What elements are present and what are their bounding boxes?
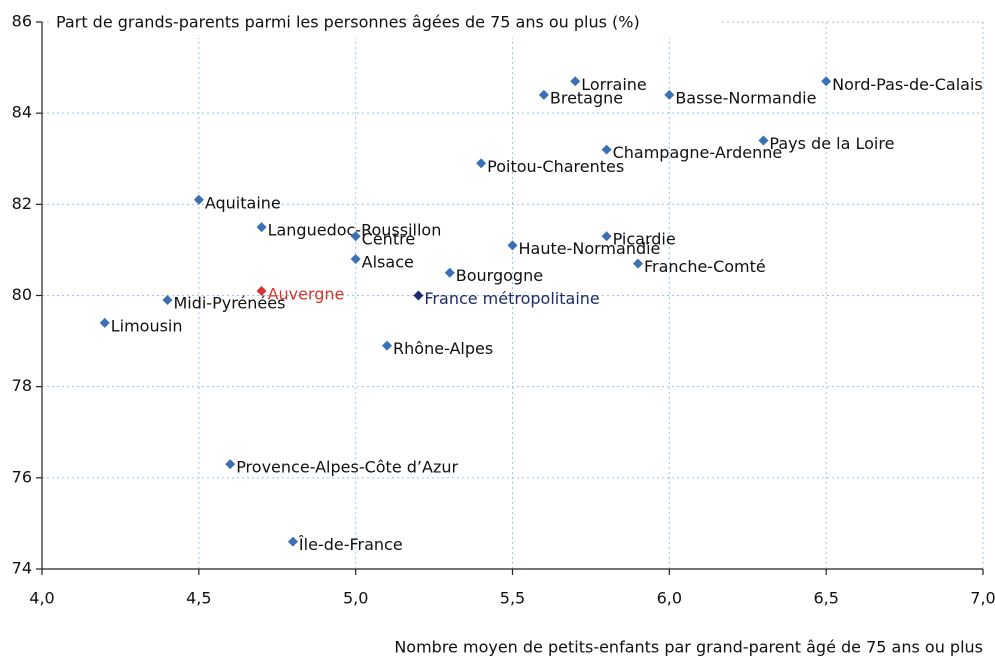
x-tick-label: 4,0 bbox=[29, 589, 54, 608]
point bbox=[476, 158, 487, 169]
point-label: Poitou-Charentes bbox=[487, 157, 624, 176]
point-label: Midi-Pyrénées bbox=[173, 294, 285, 313]
x-tick-label: 4,5 bbox=[186, 589, 211, 608]
x-tick-label: 5,5 bbox=[500, 589, 525, 608]
x-tick-label: 7,0 bbox=[970, 589, 995, 608]
point-label: Franche-Comté bbox=[644, 257, 766, 276]
point-label: Picardie bbox=[613, 230, 676, 249]
point-label: France métropolitaine bbox=[424, 289, 599, 308]
point-label: Bourgogne bbox=[456, 266, 543, 285]
y-tick-label: 78 bbox=[12, 376, 32, 395]
point bbox=[256, 222, 267, 233]
point-label: Pays de la Loire bbox=[769, 134, 894, 153]
point bbox=[632, 258, 643, 269]
y-tick-label: 74 bbox=[12, 559, 32, 578]
point-label: Centre bbox=[362, 230, 416, 249]
point bbox=[821, 76, 832, 87]
chart-title: Part de grands-parents parmi les personn… bbox=[56, 13, 640, 32]
point bbox=[162, 295, 173, 306]
point-label: Limousin bbox=[111, 316, 183, 335]
point-label: Haute-Normandie bbox=[519, 239, 661, 258]
point-label: Nord-Pas-de-Calais bbox=[832, 75, 983, 94]
point bbox=[350, 254, 361, 265]
title-bg bbox=[50, 8, 720, 38]
point bbox=[444, 267, 455, 278]
point bbox=[507, 240, 518, 251]
point bbox=[664, 89, 675, 100]
point-label: Rhône-Alpes bbox=[393, 339, 493, 358]
point-label: Aquitaine bbox=[205, 193, 281, 212]
point bbox=[99, 317, 110, 328]
y-tick-label: 84 bbox=[12, 103, 32, 122]
point bbox=[758, 135, 769, 146]
point-label: Provence-Alpes-Côte d’Azur bbox=[236, 458, 458, 477]
x-tick-label: 6,0 bbox=[657, 589, 682, 608]
point-label: Auvergne bbox=[268, 284, 345, 303]
x-tick-label: 6,5 bbox=[813, 589, 838, 608]
point bbox=[570, 76, 581, 87]
y-tick-label: 82 bbox=[12, 194, 32, 213]
point-label: Languedoc-Roussillon bbox=[268, 221, 442, 240]
point bbox=[256, 285, 267, 296]
point bbox=[225, 459, 236, 470]
point-label: Lorraine bbox=[581, 75, 647, 94]
point bbox=[287, 536, 298, 547]
point-label: Champagne-Ardenne bbox=[613, 143, 783, 162]
point-label: Île-de-France bbox=[298, 535, 403, 554]
y-tick-label: 80 bbox=[12, 285, 32, 304]
y-tick-label: 76 bbox=[12, 467, 32, 486]
point-label: Basse-Normandie bbox=[675, 88, 816, 107]
point bbox=[413, 290, 424, 301]
point-label: Alsace bbox=[362, 253, 414, 272]
point bbox=[601, 144, 612, 155]
point bbox=[350, 231, 361, 242]
point bbox=[382, 340, 393, 351]
point-label: Bretagne bbox=[550, 88, 623, 107]
point bbox=[193, 194, 204, 205]
x-axis-label: Nombre moyen de petits-enfants par grand… bbox=[394, 638, 983, 657]
point bbox=[601, 231, 612, 242]
y-tick-label: 86 bbox=[12, 12, 32, 31]
x-tick-label: 5,0 bbox=[343, 589, 368, 608]
point bbox=[538, 89, 549, 100]
